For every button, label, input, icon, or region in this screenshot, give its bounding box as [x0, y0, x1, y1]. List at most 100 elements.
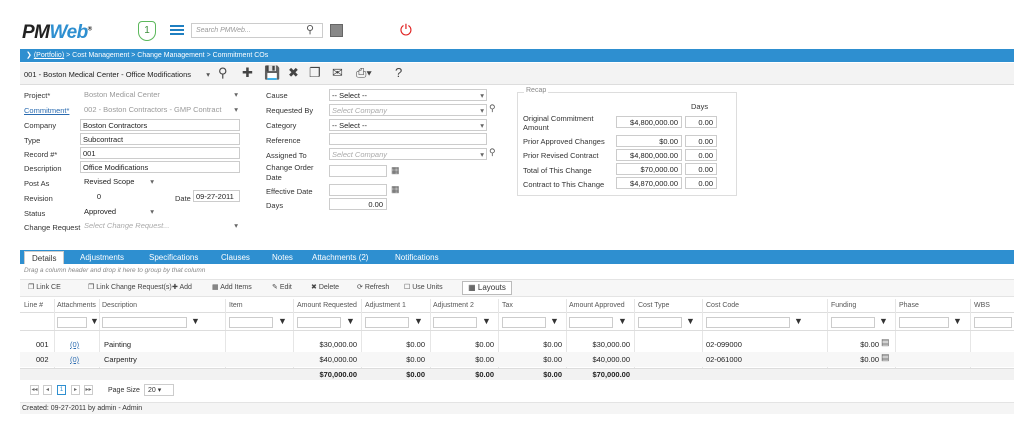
pager-first-button[interactable]: ◂◂ [30, 385, 39, 395]
calendar-icon[interactable]: ▦ [391, 165, 400, 175]
filter-icon[interactable]: ▼ [618, 316, 627, 326]
add-items-button[interactable]: ▦ Add Items [212, 284, 252, 291]
col-cost-type[interactable]: Cost Type [638, 302, 670, 309]
link-ce-button[interactable]: ❐ Link CE [28, 284, 61, 291]
table-row[interactable] [20, 352, 1014, 367]
email-icon[interactable]: ✉ [332, 65, 343, 80]
cell-attachments-link[interactable]: (0) [70, 355, 80, 364]
description-field[interactable]: Office Modifications [80, 161, 240, 173]
filter-input[interactable] [297, 317, 341, 328]
filter-input[interactable] [229, 317, 273, 328]
record-selector-dropdown[interactable]: 001 - Boston Medical Center - Office Mod… [24, 67, 212, 82]
search-icon[interactable]: ⚲ [306, 24, 315, 36]
filter-icon[interactable]: ▼ [482, 316, 491, 326]
requested-by-dropdown[interactable]: Select Company [329, 104, 487, 116]
project-field[interactable]: Boston Medical Center [82, 89, 240, 101]
filter-icon[interactable]: ▼ [191, 316, 200, 326]
filter-input[interactable] [102, 317, 187, 328]
record-number-field[interactable]: 001 [80, 147, 240, 159]
status-dropdown[interactable]: Approved [82, 206, 156, 218]
assigned-to-dropdown[interactable]: Select Company [329, 148, 487, 160]
revision-field[interactable]: 0 [96, 192, 101, 201]
filter-icon[interactable]: ▼ [879, 316, 888, 326]
tab-notifications[interactable]: Notifications [395, 253, 439, 262]
effective-date-field[interactable] [329, 184, 387, 196]
search-icon[interactable]: ⚲ [489, 147, 496, 157]
filter-input[interactable] [365, 317, 409, 328]
filter-input[interactable] [57, 317, 87, 328]
edit-button[interactable]: ✎ Edit [272, 284, 292, 291]
pager-prev-button[interactable]: ◂ [43, 385, 52, 395]
filter-input[interactable] [899, 317, 949, 328]
pager-current-page[interactable]: 1 [57, 385, 66, 395]
help-icon[interactable]: ? [395, 65, 403, 80]
filter-icon[interactable]: ▼ [953, 316, 962, 326]
copy-icon[interactable]: ❐ [309, 65, 321, 80]
date-field[interactable]: 09-27-2011 [193, 190, 240, 202]
change-request-dropdown[interactable]: Select Change Request... [82, 220, 240, 232]
col-attachments[interactable]: Attachments [57, 302, 96, 309]
filter-input[interactable] [502, 317, 546, 328]
calendar-icon[interactable] [330, 24, 343, 37]
link-change-request-button[interactable]: ❐ Link Change Request(s) [88, 284, 172, 291]
tab-details[interactable]: Details [24, 251, 65, 264]
filter-input[interactable] [974, 317, 1012, 328]
tab-specifications[interactable]: Specifications [149, 253, 199, 262]
pager-last-button[interactable]: ▸▸ [84, 385, 93, 395]
page-size-dropdown[interactable]: 20 ▾ [144, 384, 175, 396]
filter-input[interactable] [569, 317, 613, 328]
post-as-dropdown[interactable]: Revised Scope [82, 176, 156, 188]
col-line[interactable]: Line # [24, 302, 44, 309]
col-adjustment-2[interactable]: Adjustment 2 [433, 302, 474, 309]
layouts-button[interactable]: ▦ Layouts [462, 281, 512, 295]
col-cost-code[interactable]: Cost Code [706, 302, 740, 309]
delete-icon[interactable]: ✖ [288, 65, 299, 80]
pmweb-logo[interactable]: PMWeb® [22, 22, 92, 43]
filter-icon[interactable]: ▼ [414, 316, 423, 326]
col-item[interactable]: Item [229, 302, 243, 309]
filter-input[interactable] [638, 317, 682, 328]
filter-icon[interactable]: ▼ [794, 316, 803, 326]
delete-button[interactable]: ✖ Delete [311, 284, 340, 291]
reference-field[interactable] [329, 133, 487, 145]
cause-dropdown[interactable]: -- Select -- [329, 89, 487, 101]
use-units-checkbox[interactable]: ☐ Use Units [404, 284, 443, 291]
cell-attachments-link[interactable]: (0) [70, 340, 80, 349]
col-wbs[interactable]: WBS [974, 302, 990, 309]
col-amount-approved[interactable]: Amount Approved [569, 302, 625, 309]
commitment-link[interactable]: Commitment* [24, 106, 70, 115]
print-icon[interactable]: ⎙▾ [356, 65, 372, 80]
category-dropdown[interactable]: -- Select -- [329, 119, 487, 131]
tab-clauses[interactable]: Clauses [221, 253, 250, 262]
col-tax[interactable]: Tax [502, 302, 513, 309]
filter-icon[interactable]: ▼ [686, 316, 695, 326]
tab-adjustments[interactable]: Adjustments [80, 253, 125, 262]
filter-icon[interactable]: ▼ [550, 316, 559, 326]
notifications-shield-badge[interactable]: 1 [138, 21, 156, 41]
calendar-icon[interactable]: ▦ [391, 184, 400, 194]
company-field[interactable]: Boston Contractors [80, 119, 240, 131]
col-adjustment-1[interactable]: Adjustment 1 [365, 302, 406, 309]
pager-next-button[interactable]: ▸ [71, 385, 80, 395]
search-icon[interactable]: ⚲ [489, 103, 496, 113]
search-icon[interactable]: ⚲ [218, 65, 228, 80]
tab-notes[interactable]: Notes [272, 253, 293, 262]
tab-attachments[interactable]: Attachments (2) [312, 253, 369, 262]
breadcrumb-portfolio-link[interactable]: (Portfolio) [33, 52, 65, 59]
col-funding[interactable]: Funding [831, 302, 857, 309]
add-button[interactable]: ✚ Add [172, 284, 192, 291]
change-order-date-field[interactable] [329, 165, 387, 177]
filter-input[interactable] [831, 317, 875, 328]
col-description[interactable]: Description [102, 302, 138, 309]
refresh-button[interactable]: ⟳ Refresh [357, 284, 390, 291]
hamburger-menu-icon[interactable] [170, 25, 184, 35]
save-icon[interactable]: 💾 [264, 65, 281, 80]
funding-detail-icon[interactable]: ▤ [881, 352, 890, 362]
filter-input[interactable] [706, 317, 790, 328]
filter-icon[interactable]: ▼ [346, 316, 355, 326]
filter-icon[interactable]: ▼ [278, 316, 287, 326]
filter-input[interactable] [433, 317, 477, 328]
power-logout-icon[interactable]: ⏻ [400, 22, 412, 39]
add-icon[interactable]: ✚ [242, 65, 253, 80]
commitment-field[interactable]: 002 - Boston Contractors - GMP Contract [82, 104, 240, 116]
